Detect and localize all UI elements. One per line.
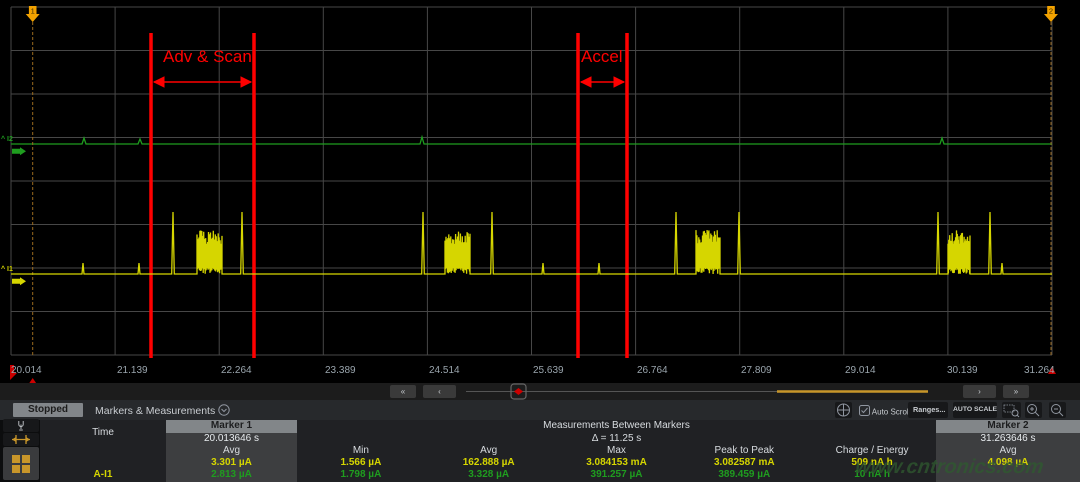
svg-text:1: 1 bbox=[31, 7, 35, 16]
svg-text:2: 2 bbox=[1049, 7, 1053, 16]
svg-text:^ I2: ^ I2 bbox=[1, 135, 13, 143]
svg-text:^ I1: ^ I1 bbox=[1, 265, 13, 273]
svg-text:Adv & Scan: Adv & Scan bbox=[163, 47, 252, 66]
svg-text:Accel: Accel bbox=[581, 47, 623, 66]
